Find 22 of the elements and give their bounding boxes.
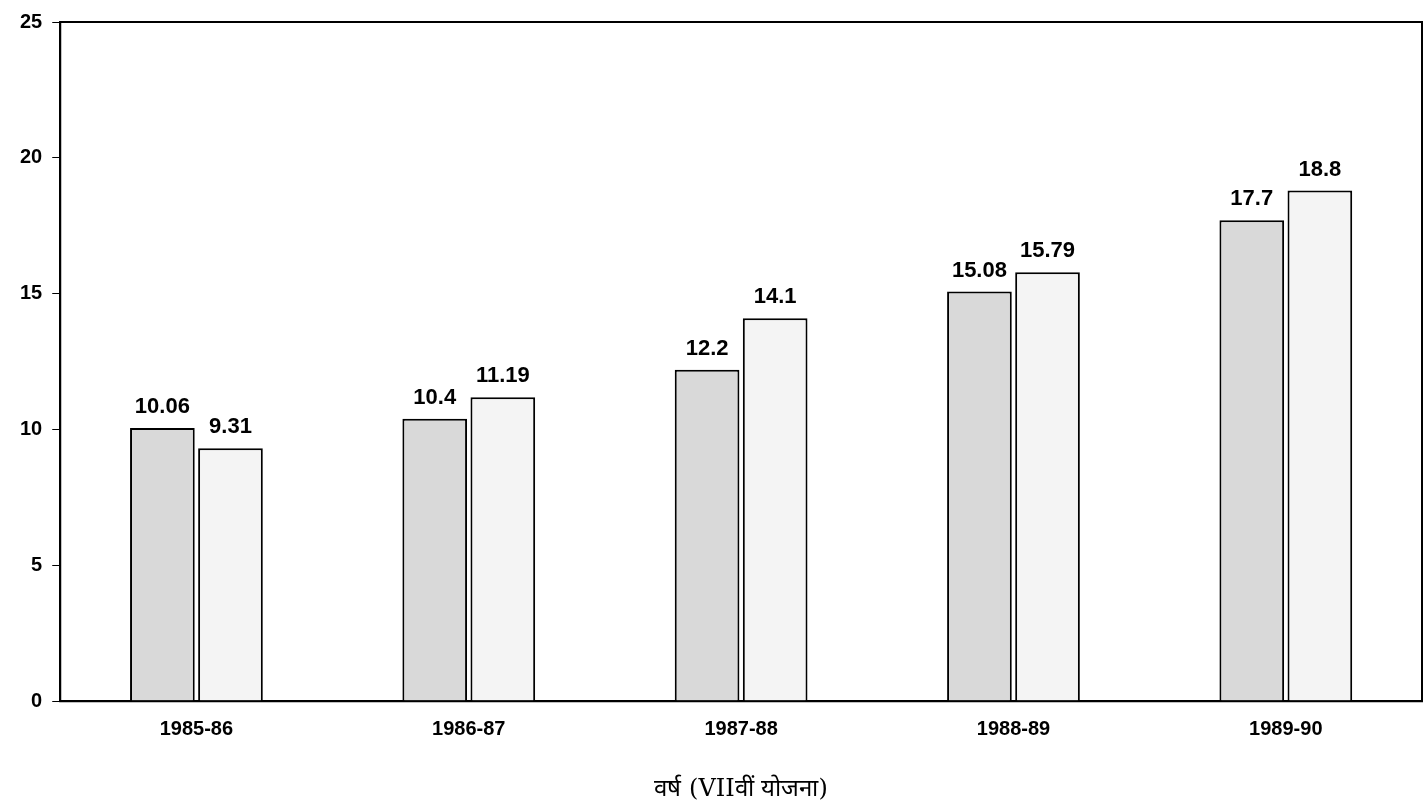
x-tick-label: 1988-89 xyxy=(976,716,1051,739)
y-tick-label: 10 xyxy=(20,417,43,440)
data-label: 11.19 xyxy=(475,362,530,388)
x-tick-label: 1987-88 xyxy=(704,716,778,739)
x-tick-label: 1989-90 xyxy=(1249,716,1323,739)
x-axis-title: वर्ष (VIIवीं योजना) xyxy=(654,773,828,802)
data-label: 17.7 xyxy=(1230,185,1274,211)
data-label: 12.2 xyxy=(685,334,729,360)
data-label: 18.8 xyxy=(1298,155,1342,181)
y-tick-label: 20 xyxy=(20,145,43,168)
data-label: 10.06 xyxy=(134,392,190,418)
data-label: 14.1 xyxy=(753,283,797,309)
data-label: 10.4 xyxy=(413,383,457,409)
data-label: 9.31 xyxy=(209,413,252,439)
y-tick-label: 25 xyxy=(20,9,43,32)
x-tick-label: 1985-86 xyxy=(159,716,234,739)
y-tick-label: 15 xyxy=(20,281,43,304)
data-label: 15.08 xyxy=(951,256,1007,282)
y-tick-label: 5 xyxy=(31,552,43,575)
data-label: 15.79 xyxy=(1019,237,1076,263)
x-tick-label: 1986-87 xyxy=(432,716,506,739)
y-tick-label: 0 xyxy=(31,688,43,711)
